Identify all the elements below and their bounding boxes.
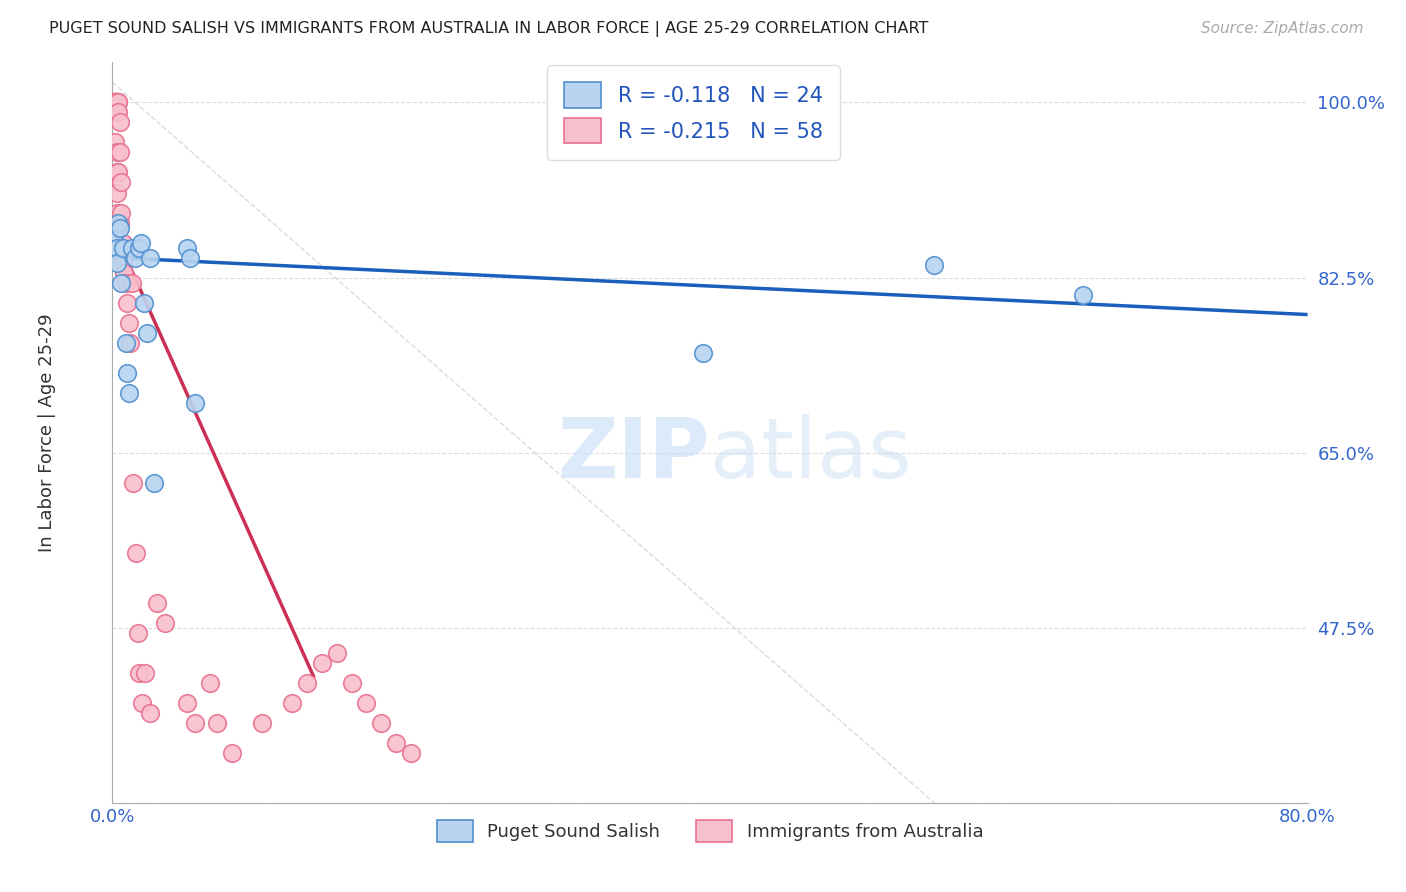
Point: [117, 295, 139, 310]
Point: [115, 276, 138, 290]
Point: [104, 226, 127, 240]
Point: [107, 95, 129, 110]
Text: PUGET SOUND SALISH VS IMMIGRANTS FROM AUSTRALIA IN LABOR FORCE | AGE 25-29 CORRE: PUGET SOUND SALISH VS IMMIGRANTS FROM AU…: [49, 21, 928, 37]
Point: [1073, 287, 1095, 301]
Point: [356, 696, 378, 710]
Point: [104, 95, 127, 110]
Point: [205, 715, 228, 730]
Text: atlas: atlas: [710, 414, 911, 495]
Point: [146, 596, 169, 610]
Point: [107, 105, 129, 120]
Point: [110, 205, 132, 219]
Point: [121, 276, 143, 290]
Point: [128, 240, 150, 255]
Point: [370, 715, 392, 730]
Point: [221, 746, 243, 760]
Point: [131, 696, 153, 710]
Point: [105, 255, 128, 269]
Point: [105, 95, 128, 110]
Point: [179, 251, 201, 265]
Point: [295, 675, 318, 690]
Point: [105, 105, 128, 120]
Point: [692, 345, 714, 359]
Point: [105, 205, 128, 219]
Point: [104, 136, 127, 150]
Point: [111, 240, 134, 255]
Point: [124, 251, 146, 265]
Point: [125, 546, 148, 560]
Point: [105, 186, 128, 200]
Point: [183, 715, 205, 730]
Point: [118, 385, 141, 400]
Point: [117, 366, 139, 380]
Point: [311, 656, 333, 670]
Point: [105, 145, 128, 160]
Point: [114, 266, 135, 280]
Point: [325, 646, 347, 660]
Point: [103, 95, 125, 110]
Point: [110, 176, 132, 190]
Point: [105, 240, 128, 255]
Point: [122, 475, 145, 490]
Point: [281, 696, 304, 710]
Point: [107, 215, 129, 229]
Point: [385, 736, 408, 750]
Point: [111, 235, 134, 250]
Point: [107, 165, 129, 179]
Point: [105, 95, 128, 110]
Point: [183, 395, 205, 409]
Point: [103, 95, 125, 110]
Point: [120, 335, 142, 350]
Text: Source: ZipAtlas.com: Source: ZipAtlas.com: [1201, 21, 1364, 36]
Point: [401, 746, 423, 760]
Point: [108, 115, 131, 129]
Point: [139, 706, 162, 720]
Point: [250, 715, 273, 730]
Point: [103, 95, 125, 110]
Point: [121, 240, 143, 255]
Point: [176, 696, 198, 710]
Point: [198, 675, 221, 690]
Text: In Labor Force | Age 25-29: In Labor Force | Age 25-29: [38, 313, 56, 552]
Point: [128, 665, 150, 680]
Point: [922, 258, 945, 272]
Legend: Puget Sound Salish, Immigrants from Australia: Puget Sound Salish, Immigrants from Aust…: [429, 813, 991, 849]
Point: [110, 276, 132, 290]
Point: [118, 316, 141, 330]
Point: [108, 145, 131, 160]
Point: [129, 235, 152, 250]
Point: [104, 95, 127, 110]
Point: [340, 675, 363, 690]
Point: [176, 240, 198, 255]
Point: [132, 295, 155, 310]
Point: [107, 95, 129, 110]
Point: [105, 95, 128, 110]
Point: [111, 255, 134, 269]
Point: [115, 335, 138, 350]
Point: [153, 615, 176, 630]
Point: [105, 95, 128, 110]
Text: ZIP: ZIP: [558, 414, 710, 495]
Point: [108, 215, 131, 229]
Point: [104, 95, 127, 110]
Point: [108, 220, 131, 235]
Point: [139, 251, 162, 265]
Point: [105, 95, 128, 110]
Point: [143, 475, 166, 490]
Point: [134, 665, 156, 680]
Point: [135, 326, 157, 340]
Point: [105, 165, 128, 179]
Point: [127, 625, 149, 640]
